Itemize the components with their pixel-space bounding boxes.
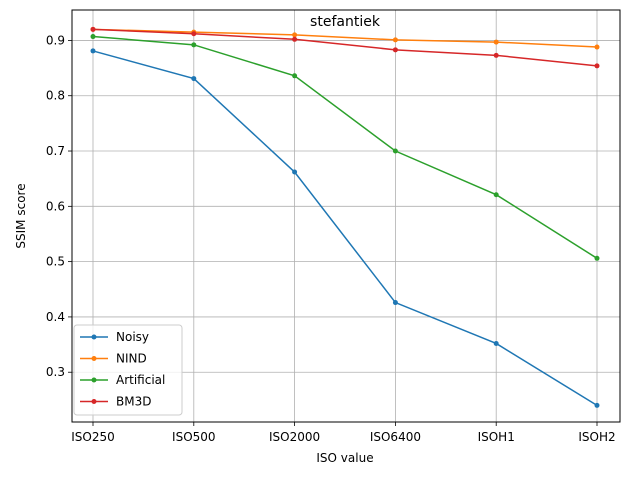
x-tick-label: ISOH1 bbox=[478, 430, 515, 444]
y-tick-label: 0.5 bbox=[46, 255, 65, 269]
series-line-nind bbox=[92, 28, 598, 48]
series-line-noisy bbox=[92, 50, 598, 407]
data-point-noisy bbox=[392, 300, 398, 306]
grid bbox=[72, 10, 620, 422]
plot-frame bbox=[71, 9, 621, 423]
data-point-bm3d bbox=[90, 26, 96, 32]
x-tick-label: ISO500 bbox=[172, 430, 216, 444]
data-point-noisy bbox=[493, 340, 499, 346]
series-line-bm3d bbox=[92, 28, 598, 67]
x-tick-label: ISO6400 bbox=[370, 430, 421, 444]
y-tick-label: 0.4 bbox=[46, 310, 65, 324]
x-axis-label: ISO value bbox=[316, 451, 373, 465]
y-tick-label: 0.3 bbox=[46, 365, 65, 379]
data-point-noisy bbox=[594, 402, 600, 408]
x-tick-label: ISOH2 bbox=[578, 430, 615, 444]
data-point-artificial bbox=[90, 34, 96, 40]
legend-label: Artificial bbox=[116, 373, 165, 387]
legend-label: NIND bbox=[116, 352, 147, 366]
y-tick-label: 0.6 bbox=[46, 199, 65, 213]
data-point-nind bbox=[594, 44, 600, 50]
series-layer bbox=[90, 26, 600, 408]
x-axis-ticks: ISO250 ISO500 ISO2000 ISO6400 ISOH1 ISOH2 bbox=[71, 422, 616, 444]
data-point-noisy bbox=[292, 169, 298, 175]
legend-marker bbox=[91, 334, 97, 340]
data-point-bm3d bbox=[392, 47, 398, 53]
legend-label: BM3D bbox=[116, 395, 151, 409]
x-tick-label: ISO2000 bbox=[269, 430, 320, 444]
data-point-nind bbox=[292, 32, 298, 38]
data-point-artificial bbox=[191, 42, 197, 48]
series-line-artificial bbox=[92, 35, 598, 259]
data-point-artificial bbox=[594, 255, 600, 261]
legend-box bbox=[73, 324, 183, 416]
legend-marker bbox=[91, 399, 97, 404]
y-axis-label: SSIM score bbox=[14, 183, 28, 248]
data-point-nind bbox=[493, 39, 499, 45]
data-point-bm3d bbox=[292, 36, 298, 42]
data-point-bm3d bbox=[594, 63, 600, 69]
data-point-bm3d bbox=[191, 31, 197, 37]
y-axis-ticks: 0.3 0.4 0.5 0.6 0.7 0.8 0.9 bbox=[46, 33, 72, 379]
y-tick-label: 0.8 bbox=[46, 89, 65, 103]
data-point-bm3d bbox=[493, 52, 499, 58]
legend-label: Noisy bbox=[116, 330, 149, 344]
legend-marker bbox=[91, 356, 97, 361]
data-point-noisy bbox=[191, 76, 197, 82]
data-point-artificial bbox=[493, 192, 499, 198]
data-point-noisy bbox=[90, 48, 96, 54]
legend-marker bbox=[91, 377, 97, 383]
legend: Noisy NIND Artificial BM3D bbox=[73, 324, 183, 416]
x-tick-label: ISO250 bbox=[71, 430, 115, 444]
chart-title: stefantiek bbox=[310, 14, 381, 30]
data-point-artificial bbox=[292, 73, 298, 79]
y-tick-label: 0.9 bbox=[46, 33, 65, 47]
data-point-artificial bbox=[392, 148, 398, 154]
data-point-nind bbox=[392, 37, 398, 43]
y-tick-label: 0.7 bbox=[46, 144, 65, 158]
